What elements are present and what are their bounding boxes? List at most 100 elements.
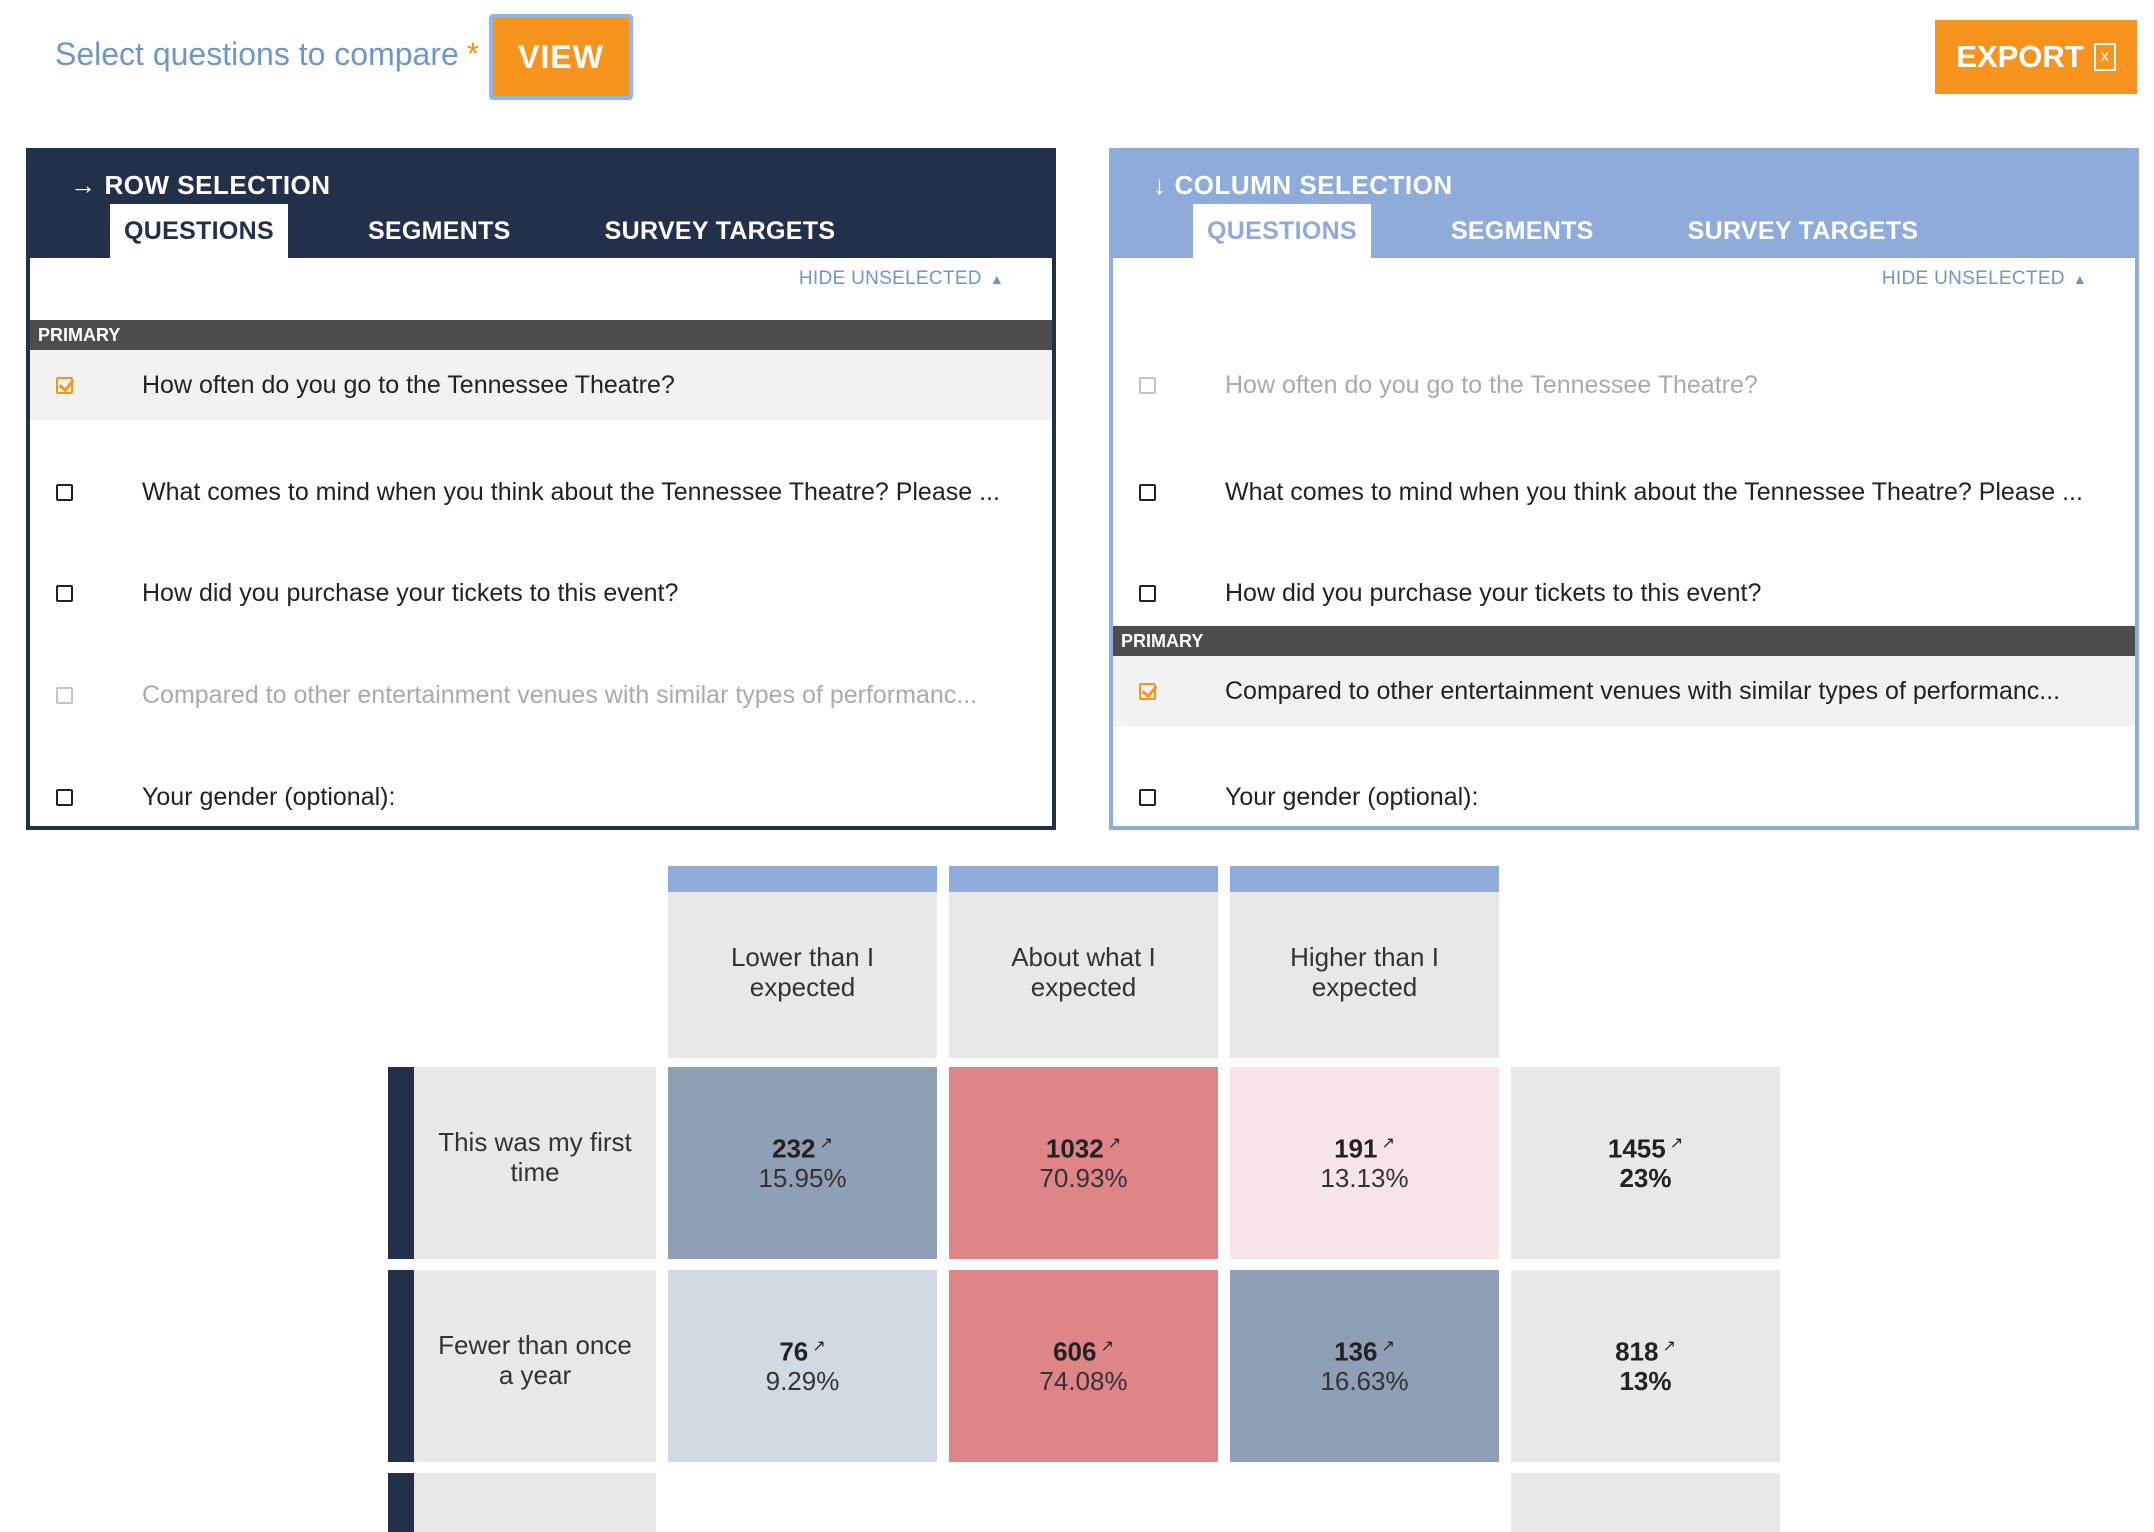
column-selection-panel: ↓ COLUMN SELECTION QUESTIONS SEGMENTS SUR…	[1109, 148, 2139, 830]
external-link-icon[interactable]: ↗	[1381, 1338, 1395, 1355]
checkbox-icon[interactable]	[56, 483, 73, 501]
matrix-row-label: Fewer than once a year	[438, 1330, 632, 1390]
column-question-label: Compared to other entertainment venues w…	[1225, 676, 2061, 705]
column-question-item[interactable]: Your gender (optional):	[1113, 762, 2135, 832]
column-question-item[interactable]: What comes to mind when you think about …	[1113, 457, 2135, 527]
matrix-row-header: Fewer than once a year	[388, 1270, 656, 1462]
row-tab-survey-targets[interactable]: SURVEY TARGETS	[604, 216, 836, 245]
external-link-icon[interactable]: ↗	[1381, 1135, 1395, 1152]
external-link-icon[interactable]: ↗	[1662, 1338, 1676, 1355]
cell-count: 76 ↗	[668, 1336, 937, 1368]
column-selection-header: ↓ COLUMN SELECTION QUESTIONS SEGMENTS SUR…	[1113, 152, 2135, 258]
row-question-item[interactable]: How did you purchase your tickets to thi…	[30, 558, 1052, 628]
column-hide-unselected-text: HIDE UNSELECTED	[1881, 268, 2065, 289]
checkbox-icon[interactable]	[56, 788, 73, 806]
matrix-cell[interactable]: 191 ↗ 13.13%	[1230, 1067, 1499, 1259]
row-selection-title: → ROW SELECTION	[70, 170, 331, 201]
matrix-row-header: This was my first time	[388, 1067, 656, 1259]
cell-count: 1032 ↗	[949, 1133, 1218, 1165]
arrow-right-icon: →	[70, 170, 97, 200]
cell-count: 136 ↗	[1230, 1336, 1499, 1368]
select-questions-label: Select questions to compare *	[55, 36, 479, 73]
matrix-cell[interactable]: 232 ↗ 15.95%	[668, 1067, 937, 1259]
row-question-item[interactable]: How often do you go to the Tennessee The…	[30, 350, 1052, 420]
cell-count: 1455 ↗	[1511, 1133, 1780, 1165]
row-question-label: What comes to mind when you think about …	[142, 477, 1000, 506]
column-tab-survey-targets[interactable]: SURVEY TARGETS	[1687, 216, 1919, 245]
column-question-item[interactable]: How did you purchase your tickets to thi…	[1113, 558, 2135, 628]
column-hide-unselected-link[interactable]: HIDE UNSELECTED ▲	[1882, 268, 2087, 290]
excel-file-icon: x	[2093, 43, 2116, 71]
cell-count: 818 ↗	[1511, 1336, 1780, 1368]
matrix-row-header	[388, 1473, 656, 1532]
external-link-icon[interactable]: ↗	[1669, 1135, 1684, 1152]
column-question-item[interactable]: Compared to other entertainment venues w…	[1113, 656, 2135, 726]
cell-count-value: 76	[779, 1336, 809, 1367]
matrix-total-cell[interactable]: 818 ↗ 13%	[1511, 1270, 1780, 1462]
checkbox-checked-icon[interactable]	[56, 376, 73, 394]
checkbox-icon[interactable]	[1139, 788, 1156, 806]
external-link-icon[interactable]: ↗	[1100, 1338, 1114, 1355]
cell-count-value: 191	[1334, 1133, 1378, 1164]
row-selection-title-text: ROW SELECTION	[104, 170, 331, 200]
required-asterisk: *	[466, 36, 480, 72]
column-header-cap	[1230, 866, 1499, 892]
cell-count: 232 ↗	[668, 1133, 937, 1165]
column-tab-questions[interactable]: QUESTIONS	[1193, 204, 1371, 258]
row-tab-questions[interactable]: QUESTIONS	[110, 204, 288, 258]
row-question-item[interactable]: What comes to mind when you think about …	[30, 457, 1052, 527]
external-link-icon[interactable]: ↗	[1107, 1135, 1122, 1152]
column-selection-title-text: COLUMN SELECTION	[1174, 170, 1453, 200]
checkbox-icon[interactable]	[56, 584, 73, 602]
matrix-total-cell[interactable]	[1511, 1473, 1780, 1532]
row-question-item: Compared to other entertainment venues w…	[30, 660, 1052, 730]
row-question-label: How often do you go to the Tennessee The…	[142, 370, 675, 399]
row-header-bar	[388, 1270, 414, 1462]
row-hide-unselected-text: HIDE UNSELECTED	[798, 268, 982, 289]
matrix-cell[interactable]: 1032 ↗ 70.93%	[949, 1067, 1218, 1259]
checkbox-icon[interactable]	[1139, 483, 1156, 501]
matrix-column-header: Lower than I expected	[668, 866, 937, 1058]
row-question-label: Your gender (optional):	[142, 782, 396, 811]
matrix-total-cell[interactable]: 1455 ↗ 23%	[1511, 1067, 1780, 1259]
row-tabs: QUESTIONS SEGMENTS SURVEY TARGETS	[110, 204, 915, 258]
cell-count-value: 232	[772, 1133, 816, 1164]
cell-count-value: 606	[1053, 1336, 1097, 1367]
checkbox-disabled-icon	[56, 686, 73, 704]
matrix-column-label: Higher than I expected	[1290, 942, 1439, 1002]
column-header-cap	[949, 866, 1218, 892]
cell-percent: 16.63%	[1320, 1366, 1409, 1396]
matrix-column-label: About what I expected	[1011, 942, 1156, 1002]
row-question-item[interactable]: Your gender (optional):	[30, 762, 1052, 832]
export-button[interactable]: EXPORT x	[1935, 20, 2137, 94]
checkbox-checked-icon[interactable]	[1139, 682, 1156, 700]
checkbox-icon[interactable]	[1139, 584, 1156, 602]
matrix-column-header: About what I expected	[949, 866, 1218, 1058]
matrix-cell[interactable]: 76 ↗ 9.29%	[668, 1270, 937, 1462]
external-link-icon[interactable]: ↗	[819, 1135, 833, 1152]
total-count-value: 1455	[1607, 1133, 1666, 1164]
column-tab-segments[interactable]: SEGMENTS	[1450, 216, 1594, 245]
column-question-label: What comes to mind when you think about …	[1225, 477, 2083, 506]
row-hide-unselected-link[interactable]: HIDE UNSELECTED ▲	[799, 268, 1004, 290]
row-header-bar	[388, 1473, 414, 1532]
row-question-label: How did you purchase your tickets to thi…	[142, 578, 679, 607]
row-tab-segments[interactable]: SEGMENTS	[367, 216, 511, 245]
external-link-icon[interactable]: ↗	[812, 1338, 826, 1355]
total-count-value: 818	[1615, 1336, 1659, 1367]
matrix-row-label: This was my first time	[438, 1127, 632, 1187]
row-header-bar	[388, 1067, 414, 1259]
select-questions-text: Select questions to compare	[55, 36, 459, 72]
column-tabs: QUESTIONS SEGMENTS SURVEY TARGETS	[1193, 204, 1998, 258]
matrix-cell[interactable]: 136 ↗ 16.63%	[1230, 1270, 1499, 1462]
cell-count: 606 ↗	[949, 1336, 1218, 1368]
arrow-down-icon: ↓	[1153, 170, 1167, 200]
cell-count: 191 ↗	[1230, 1133, 1499, 1165]
matrix-cell[interactable]: 606 ↗ 74.08%	[949, 1270, 1218, 1462]
view-button[interactable]: VIEW	[489, 14, 633, 100]
cell-percent: 70.93%	[1039, 1163, 1128, 1193]
cell-percent: 13.13%	[1320, 1163, 1409, 1193]
total-percent: 23%	[1619, 1163, 1672, 1193]
matrix-column-header: Higher than I expected	[1230, 866, 1499, 1058]
row-question-label: Compared to other entertainment venues w…	[142, 680, 978, 709]
